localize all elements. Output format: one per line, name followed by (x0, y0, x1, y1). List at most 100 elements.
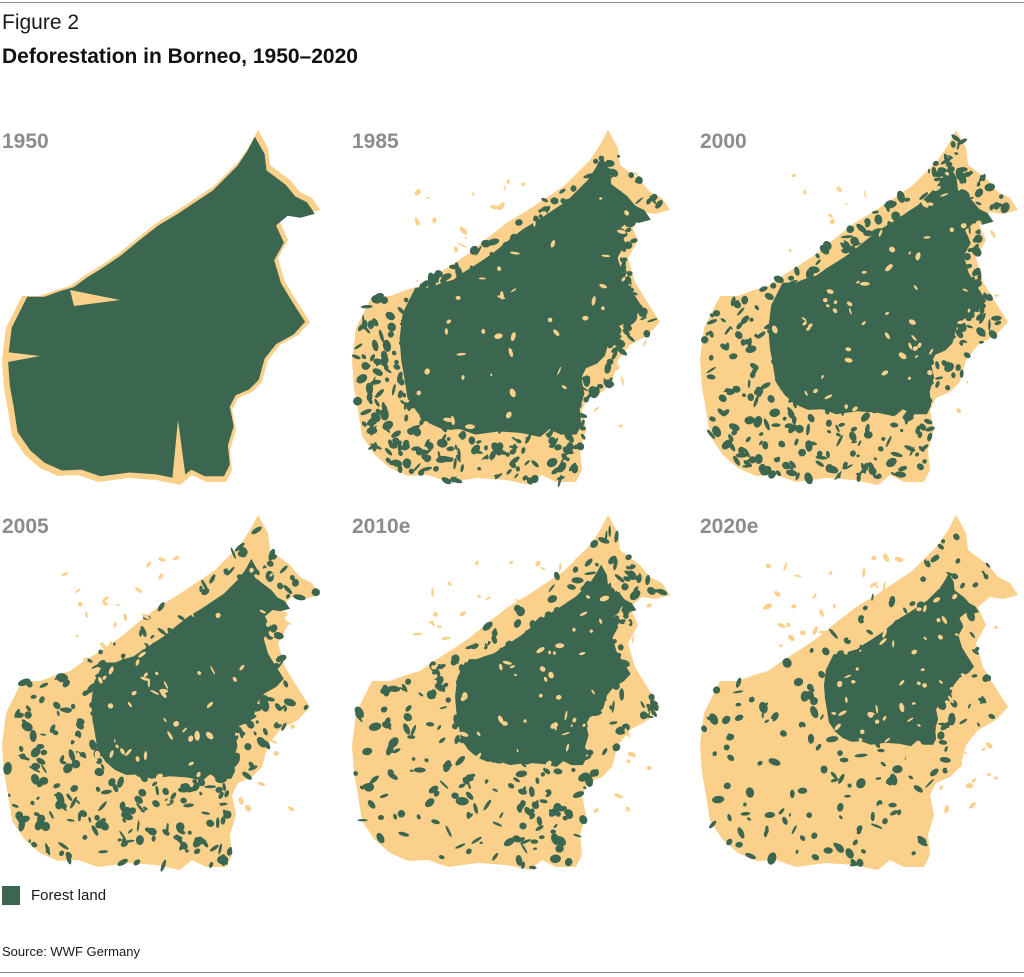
forest-patch (935, 360, 940, 370)
forest-patch (578, 597, 586, 605)
forest-patch (49, 724, 56, 733)
forest-patch (582, 699, 593, 709)
clearing (882, 716, 887, 721)
clearing (163, 681, 169, 690)
forest-patch (606, 358, 614, 365)
clearing (474, 560, 479, 566)
forest-patch (870, 290, 876, 296)
forest-patch (140, 772, 148, 783)
forest-patch (235, 700, 248, 709)
forest-patch (515, 693, 524, 698)
clearing (963, 685, 969, 690)
clearing (190, 612, 194, 617)
forest-patch (544, 611, 553, 620)
forest-patch (709, 313, 714, 318)
forest-patch (978, 697, 985, 702)
forest-patch (604, 379, 614, 389)
forest-patch (213, 732, 222, 739)
forest-patch (34, 818, 45, 831)
forest-patch (114, 761, 122, 769)
forest-patch (424, 758, 429, 763)
forest-patch (940, 596, 949, 600)
forest-patch (858, 306, 866, 316)
forest-patch (427, 299, 436, 305)
forest-patch (974, 188, 984, 198)
forest-patch (612, 638, 617, 644)
forest-patch (374, 398, 380, 407)
forest-patch (793, 677, 804, 687)
forest-patch (867, 299, 875, 307)
clearing (107, 703, 114, 709)
forest-patch (766, 329, 775, 336)
forest-patch (962, 306, 970, 314)
clearing (123, 613, 128, 622)
forest-patch (417, 334, 420, 341)
forest-patch (712, 751, 717, 757)
forest-patch (473, 802, 478, 814)
forest-patch (797, 289, 804, 296)
forest-patch (239, 546, 248, 556)
clearing (480, 794, 486, 800)
forest-patch (456, 284, 467, 290)
forest-patch (465, 644, 478, 650)
forest-patch (439, 706, 449, 709)
forest-patch (194, 718, 201, 725)
forest-patch (36, 796, 40, 800)
forest-patch (145, 722, 150, 731)
forest-patch (472, 404, 480, 411)
forest-patch (542, 387, 553, 396)
forest-patch (597, 632, 604, 638)
forest-patch (811, 832, 818, 839)
forest-patch (417, 330, 421, 334)
forest-patch (569, 436, 574, 443)
forest-patch (289, 575, 295, 581)
forest-patch (366, 417, 374, 426)
forest-patch (589, 769, 598, 777)
forest-patch (926, 302, 937, 306)
forest-patch (507, 783, 515, 789)
forest-patch (772, 333, 776, 336)
clearing (923, 636, 927, 641)
clearing (291, 712, 296, 717)
forest-patch (544, 324, 551, 330)
clearing (761, 307, 766, 314)
forest-patch (548, 444, 554, 448)
forest-patch (525, 243, 533, 249)
clearing (613, 364, 620, 371)
forest-patch (857, 256, 865, 263)
forest-patch (177, 730, 183, 739)
clearing (249, 567, 254, 573)
forest-patch (122, 818, 127, 823)
forest-patch (483, 274, 489, 280)
clearing (844, 696, 848, 703)
forest-patch (933, 177, 942, 182)
forest-patch (832, 334, 838, 342)
forest-patch (722, 715, 731, 725)
clearing (834, 723, 841, 731)
forest-patch (234, 542, 245, 552)
forest-patch (571, 235, 580, 245)
forest-patch (40, 733, 47, 736)
forest-patch (94, 767, 105, 777)
forest-patch (39, 696, 45, 704)
clearing (899, 702, 905, 713)
forest-patch (378, 814, 384, 821)
forest-patch (398, 450, 403, 456)
forest-patch (818, 370, 825, 377)
clearing (618, 606, 623, 614)
forest-patch (559, 188, 566, 194)
forest-patch (969, 286, 973, 291)
clearing (971, 778, 977, 783)
forest-patch (896, 261, 905, 267)
clearing (829, 218, 835, 225)
clearing (777, 622, 786, 628)
forest-patch (944, 332, 956, 339)
forest-patch (950, 166, 955, 172)
forest-patch (430, 359, 440, 370)
forest-patch (911, 299, 921, 305)
forest-patch (634, 179, 639, 184)
forest-patch (515, 326, 526, 337)
forest-patch (515, 219, 523, 226)
forest-patch (993, 202, 1003, 208)
forest-patch (840, 337, 846, 346)
